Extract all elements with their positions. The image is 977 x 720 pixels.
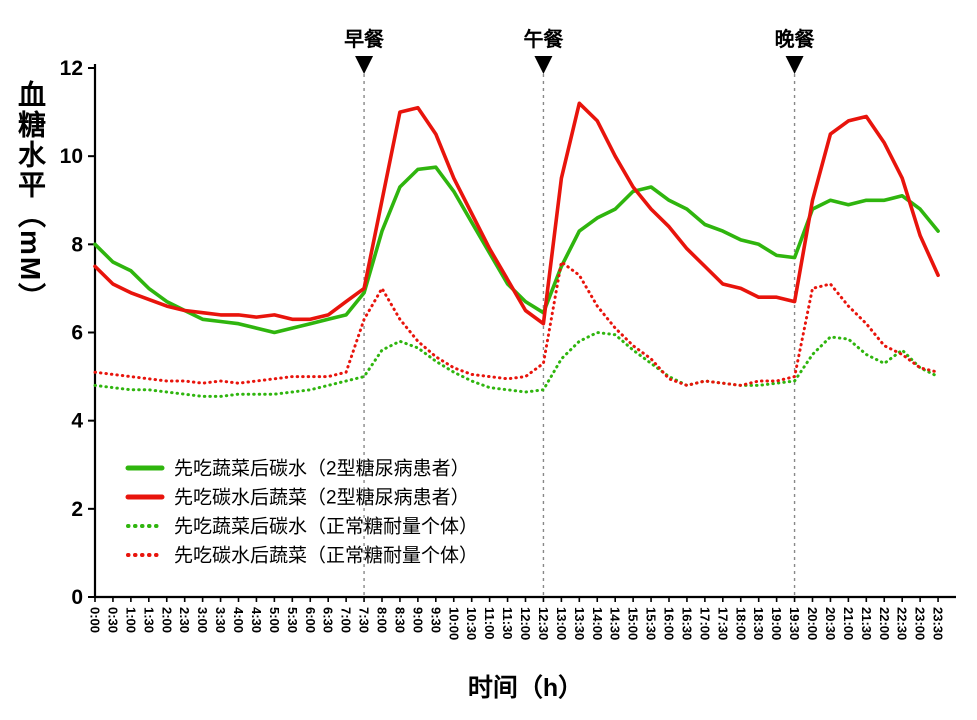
x-tick-label: 2:00 — [159, 607, 174, 633]
y-tick-label: 6 — [71, 322, 83, 345]
x-tick-label: 4:00 — [231, 607, 246, 633]
x-tick-label: 7:00 — [339, 607, 354, 633]
x-tick-label: 13:30 — [572, 607, 587, 640]
x-tick-label: 15:00 — [626, 607, 641, 640]
x-tick-label: 10:30 — [464, 607, 479, 640]
y-axis-title: 血糖水平（mM） — [15, 80, 46, 313]
x-tick-label: 7:30 — [357, 607, 372, 633]
x-tick-label: 22:00 — [877, 607, 892, 640]
x-tick-label: 3:30 — [213, 607, 228, 633]
x-tick-label: 8:30 — [392, 607, 407, 633]
x-tick-label: 5:00 — [267, 607, 282, 633]
x-tick-label: 9:00 — [410, 607, 425, 633]
y-tick-label: 10 — [60, 145, 83, 168]
x-tick-label: 12:30 — [536, 607, 551, 640]
x-tick-label: 5:30 — [285, 607, 300, 633]
x-tick-label: 0:00 — [88, 607, 103, 633]
x-tick-label: 22:30 — [895, 607, 910, 640]
meal-marker-icon — [534, 56, 553, 74]
x-tick-label: 16:00 — [662, 607, 677, 640]
legend-label-2: 先吃蔬菜后碳水（正常糖耐量个体） — [174, 516, 478, 538]
x-tick-label: 23:30 — [931, 607, 946, 640]
x-tick-label: 6:00 — [303, 607, 318, 633]
x-tick-label: 6:30 — [321, 607, 336, 633]
series-line-0 — [93, 165, 940, 335]
x-tick-label: 19:30 — [787, 607, 802, 640]
x-tick-label: 20:00 — [805, 607, 820, 640]
x-tick-label: 17:30 — [715, 607, 730, 640]
series-line-1 — [93, 101, 940, 326]
y-tick-label: 12 — [60, 57, 83, 80]
x-tick-label: 21:30 — [859, 607, 874, 640]
x-tick-label: 1:00 — [123, 607, 138, 633]
x-tick-label: 4:30 — [249, 607, 264, 633]
x-tick-label: 9:30 — [428, 607, 443, 633]
x-tick-label: 21:00 — [841, 607, 856, 640]
x-tick-label: 17:00 — [697, 607, 712, 640]
meal-marker-icon — [355, 56, 374, 74]
meal-label-2: 晚餐 — [775, 27, 816, 51]
x-tick-label: 11:30 — [500, 607, 515, 640]
x-tick-label: 19:00 — [769, 607, 784, 640]
x-tick-label: 3:00 — [195, 607, 210, 633]
x-tick-label: 12:00 — [518, 607, 533, 640]
x-tick-label: 1:30 — [141, 607, 156, 633]
x-tick-label: 14:30 — [608, 607, 623, 640]
y-tick-label: 0 — [71, 586, 83, 609]
x-tick-label: 14:00 — [590, 607, 605, 640]
y-tick-label: 2 — [71, 498, 83, 521]
x-tick-label: 13:00 — [554, 607, 569, 640]
x-tick-label: 16:30 — [679, 607, 694, 640]
x-tick-label: 18:00 — [733, 607, 748, 640]
x-tick-label: 18:30 — [751, 607, 766, 640]
meal-marker-icon — [785, 56, 804, 74]
x-tick-label: 20:30 — [823, 607, 838, 640]
legend-label-3: 先吃碳水后蔬菜（正常糖耐量个体） — [174, 545, 478, 567]
meal-label-1: 午餐 — [523, 27, 564, 51]
x-tick-label: 8:00 — [375, 607, 390, 633]
x-tick-label: 0:30 — [105, 607, 120, 633]
series-line-2 — [93, 331, 940, 398]
x-tick-label: 15:30 — [644, 607, 659, 640]
meal-label-0: 早餐 — [344, 27, 385, 51]
legend-label-1: 先吃碳水后蔬菜（2型糖尿病患者） — [174, 487, 470, 509]
x-tick-label: 10:00 — [446, 607, 461, 640]
x-tick-label: 23:00 — [913, 607, 928, 640]
x-axis-title: 时间（h） — [467, 674, 584, 702]
x-tick-label: 2:30 — [177, 607, 192, 633]
series-line-3 — [93, 260, 940, 387]
y-tick-label: 4 — [71, 410, 83, 433]
y-tick-label: 8 — [71, 233, 83, 256]
legend: 先吃蔬菜后碳水（2型糖尿病患者） 先吃碳水后蔬菜（2型糖尿病患者） 先吃蔬菜后碳水（… — [125, 458, 478, 567]
legend-label-0: 先吃蔬菜后碳水（2型糖尿病患者） — [174, 458, 470, 480]
x-tick-label: 11:00 — [482, 607, 497, 640]
